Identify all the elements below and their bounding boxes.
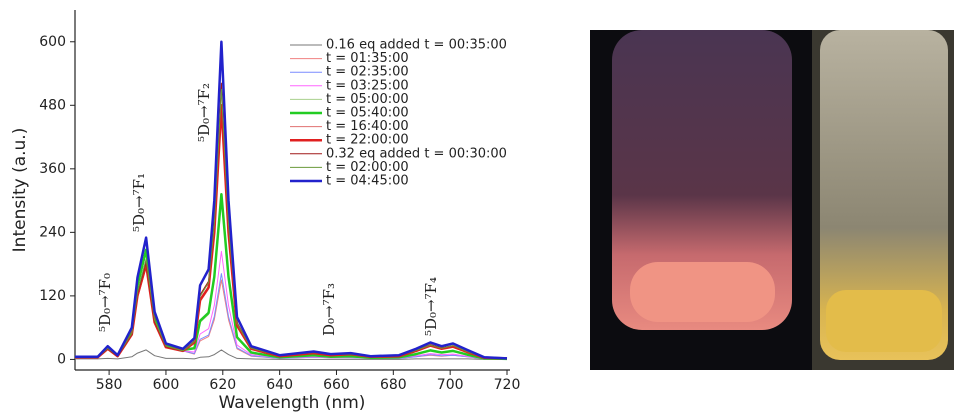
- legend-label: t = 16:40:00: [326, 119, 409, 134]
- x-tick-label: 580: [96, 377, 123, 393]
- legend-label: t = 05:00:00: [326, 92, 409, 107]
- x-tick-label: 680: [380, 377, 407, 393]
- y-tick-label: 120: [39, 288, 66, 304]
- x-tick-label: 700: [437, 377, 464, 393]
- legend-label: t = 01:35:00: [326, 51, 409, 66]
- y-tick-label: 600: [39, 34, 66, 50]
- spectrum-line: [75, 349, 507, 360]
- legend-label: t = 04:45:00: [326, 174, 409, 189]
- y-tick-label: 0: [57, 351, 66, 367]
- transition-label: ⁵D₀→⁷F₄: [422, 277, 440, 336]
- spectrum-line: [75, 40, 508, 360]
- x-tick-label: 660: [323, 377, 350, 393]
- legend-label: 0.32 eq added t = 00:30:00: [326, 146, 507, 161]
- legend-label: t = 03:25:00: [326, 78, 409, 93]
- transition-label: ⁵D₀→⁷F₂: [195, 83, 213, 142]
- x-tick-label: 720: [494, 377, 521, 393]
- x-tick-label: 640: [266, 377, 293, 393]
- y-tick-label: 240: [39, 224, 66, 240]
- transition-label: ⁵D₀→⁷F₁: [130, 173, 148, 232]
- y-tick-label: 360: [39, 161, 66, 177]
- y-tick-label: 480: [39, 97, 66, 113]
- x-tick-label: 620: [209, 377, 236, 393]
- legend-label: t = 05:40:00: [326, 106, 409, 121]
- photo: [590, 30, 954, 370]
- x-axis-label: Wavelength (nm): [219, 393, 366, 413]
- spectrum-line: [75, 88, 508, 359]
- transition-label: D₀→⁷F₃: [320, 283, 338, 336]
- y-axis-label: Intensity (a.u.): [10, 128, 30, 253]
- transition-label: ⁵D₀→⁷F₀: [96, 273, 114, 332]
- x-tick-label: 600: [153, 377, 180, 393]
- legend-label: 0.16 eq added t = 00:35:00: [326, 38, 507, 53]
- legend-label: t = 02:00:00: [326, 160, 409, 175]
- legend-label: t = 22:00:00: [326, 133, 409, 148]
- legend-label: t = 02:35:00: [326, 65, 409, 80]
